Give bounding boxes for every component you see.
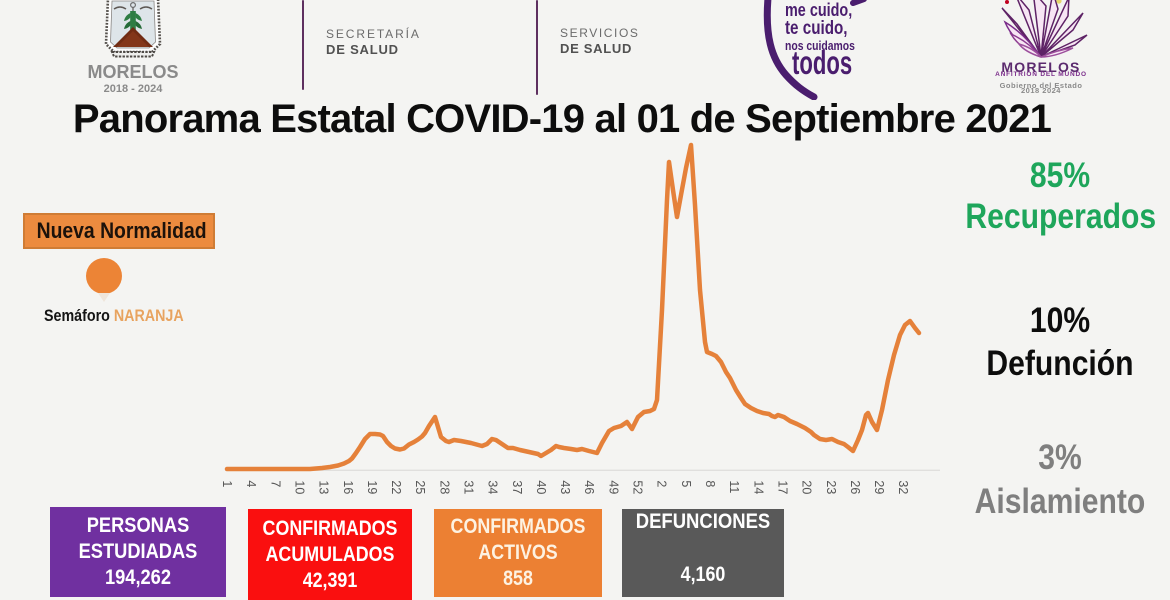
svg-text:13: 13 [317,480,331,494]
svg-text:32: 32 [896,480,910,494]
svg-text:1: 1 [220,480,234,487]
svg-text:40: 40 [534,480,548,494]
svg-text:26: 26 [848,480,862,494]
svg-text:29: 29 [872,480,886,494]
svg-text:10: 10 [292,480,306,494]
svg-text:20: 20 [800,480,814,494]
svg-text:17: 17 [775,480,789,494]
svg-text:23: 23 [824,480,838,494]
svg-text:43: 43 [558,480,572,494]
svg-text:8: 8 [703,480,717,487]
svg-text:2: 2 [655,480,669,487]
svg-text:14: 14 [751,480,765,494]
svg-text:11: 11 [727,480,741,493]
svg-text:46: 46 [582,480,596,494]
svg-text:7: 7 [268,480,282,487]
svg-text:37: 37 [510,480,524,494]
svg-text:31: 31 [462,480,476,494]
svg-text:5: 5 [679,480,693,487]
svg-text:28: 28 [437,480,451,494]
svg-text:34: 34 [486,480,500,494]
svg-text:16: 16 [341,480,355,494]
svg-text:49: 49 [606,480,620,494]
svg-text:4: 4 [244,480,258,487]
svg-text:19: 19 [365,480,379,494]
svg-text:52: 52 [631,480,645,494]
svg-text:22: 22 [389,480,403,494]
svg-text:25: 25 [413,480,427,494]
